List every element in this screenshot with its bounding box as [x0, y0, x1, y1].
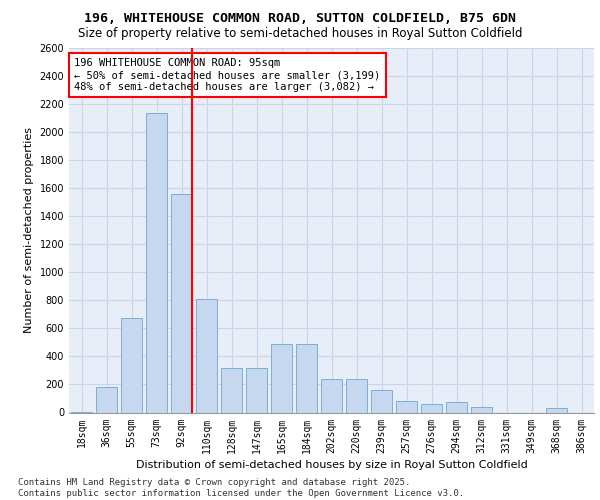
- Bar: [471, 407, 492, 412]
- Bar: [171, 194, 192, 412]
- Bar: [446, 402, 467, 412]
- Bar: [421, 404, 442, 412]
- Bar: [346, 379, 367, 412]
- Bar: [246, 368, 267, 412]
- Text: Size of property relative to semi-detached houses in Royal Sutton Coldfield: Size of property relative to semi-detach…: [78, 28, 522, 40]
- Text: Contains HM Land Registry data © Crown copyright and database right 2025.
Contai: Contains HM Land Registry data © Crown c…: [18, 478, 464, 498]
- Bar: [371, 390, 392, 412]
- X-axis label: Distribution of semi-detached houses by size in Royal Sutton Coldfield: Distribution of semi-detached houses by …: [136, 460, 527, 469]
- Y-axis label: Number of semi-detached properties: Number of semi-detached properties: [24, 127, 34, 333]
- Bar: [221, 368, 242, 412]
- Bar: [196, 299, 217, 412]
- Bar: [96, 387, 117, 412]
- Bar: [121, 318, 142, 412]
- Text: 196 WHITEHOUSE COMMON ROAD: 95sqm
← 50% of semi-detached houses are smaller (3,1: 196 WHITEHOUSE COMMON ROAD: 95sqm ← 50% …: [74, 58, 380, 92]
- Bar: [296, 344, 317, 412]
- Bar: [271, 344, 292, 412]
- Bar: [396, 400, 417, 412]
- Bar: [546, 408, 567, 412]
- Bar: [146, 114, 167, 412]
- Bar: [321, 379, 342, 412]
- Text: 196, WHITEHOUSE COMMON ROAD, SUTTON COLDFIELD, B75 6DN: 196, WHITEHOUSE COMMON ROAD, SUTTON COLD…: [84, 12, 516, 26]
